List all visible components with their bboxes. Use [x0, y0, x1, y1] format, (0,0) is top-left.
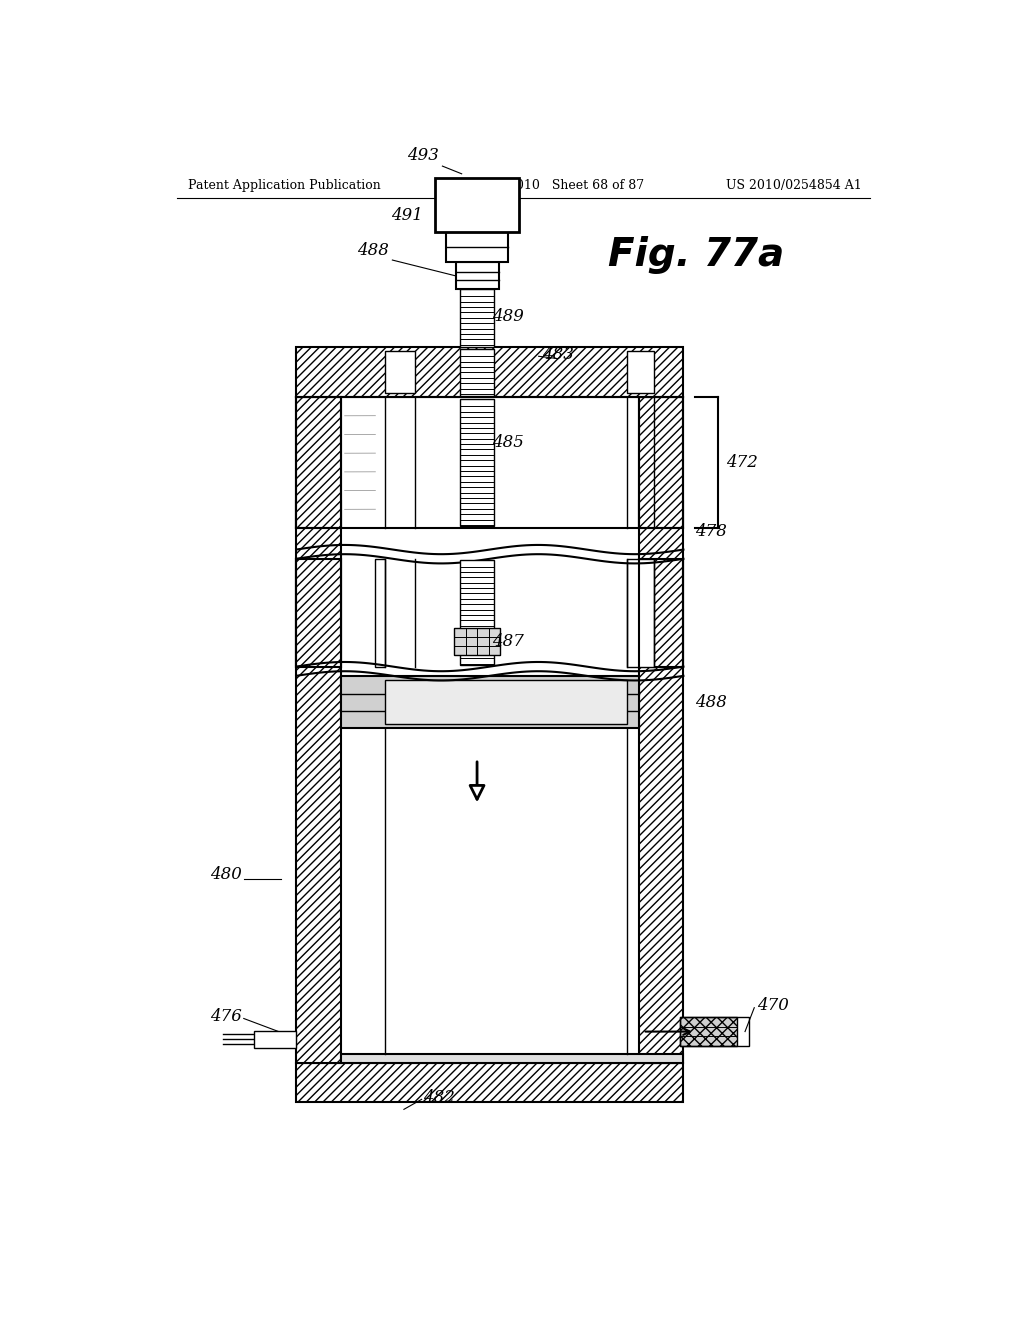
- Bar: [296, 502, 341, 1063]
- Bar: [456, 263, 499, 289]
- Text: Patent Application Publication: Patent Application Publication: [188, 178, 381, 191]
- Bar: [454, 628, 500, 655]
- Bar: [680, 1016, 749, 1047]
- Bar: [460, 348, 494, 396]
- Text: 493: 493: [407, 147, 438, 164]
- Bar: [341, 676, 639, 729]
- Bar: [628, 351, 654, 393]
- Text: 491: 491: [391, 207, 423, 224]
- Text: Oct. 7, 2010   Sheet 68 of 87: Oct. 7, 2010 Sheet 68 of 87: [462, 178, 644, 191]
- Text: 485: 485: [493, 434, 524, 451]
- Text: 488: 488: [356, 242, 388, 259]
- Bar: [639, 502, 683, 1063]
- Bar: [639, 558, 683, 667]
- Text: 470: 470: [757, 997, 788, 1014]
- Bar: [446, 231, 508, 263]
- Text: 489: 489: [493, 308, 524, 325]
- Bar: [460, 399, 494, 527]
- Text: 472: 472: [726, 454, 758, 471]
- Bar: [435, 178, 519, 231]
- Bar: [628, 558, 654, 667]
- Text: 478: 478: [695, 523, 727, 540]
- Bar: [680, 1016, 737, 1047]
- Text: 488: 488: [695, 693, 727, 710]
- Bar: [639, 397, 683, 528]
- Bar: [296, 558, 341, 667]
- Bar: [460, 560, 494, 665]
- Text: 482: 482: [423, 1089, 455, 1106]
- Bar: [385, 681, 628, 723]
- Bar: [376, 558, 385, 667]
- Bar: [385, 351, 415, 393]
- Bar: [296, 347, 683, 397]
- Bar: [341, 1053, 683, 1063]
- Text: 480: 480: [210, 866, 243, 883]
- Bar: [296, 1063, 683, 1102]
- Text: 487: 487: [493, 634, 524, 649]
- Bar: [460, 289, 494, 347]
- Bar: [296, 397, 341, 528]
- Text: 483: 483: [543, 346, 574, 363]
- Text: Fig. 77a: Fig. 77a: [608, 236, 784, 273]
- Text: US 2010/0254854 A1: US 2010/0254854 A1: [726, 178, 862, 191]
- Bar: [254, 1031, 296, 1048]
- Text: 476: 476: [210, 1008, 243, 1026]
